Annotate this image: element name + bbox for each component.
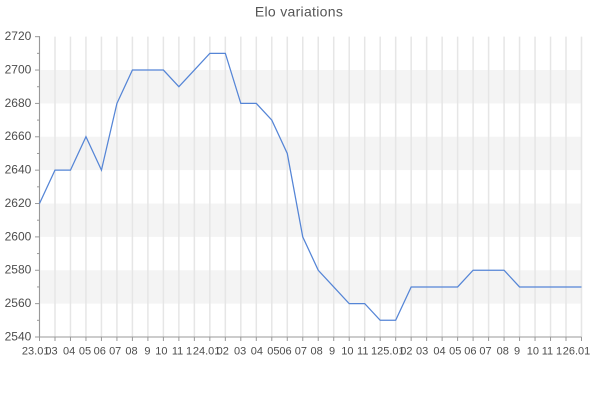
svg-text:02: 02 (400, 345, 412, 357)
svg-text:07: 07 (479, 345, 491, 357)
svg-text:03: 03 (416, 345, 428, 357)
svg-text:05: 05 (267, 345, 279, 357)
svg-text:2600: 2600 (5, 229, 32, 243)
svg-text:2620: 2620 (5, 196, 32, 210)
svg-text:11: 11 (357, 345, 368, 357)
svg-text:26.01: 26.01 (563, 345, 591, 357)
svg-text:07: 07 (295, 345, 307, 357)
svg-text:2660: 2660 (5, 129, 32, 143)
svg-text:2700: 2700 (5, 62, 32, 76)
svg-text:9: 9 (514, 345, 520, 357)
svg-text:1: 1 (556, 345, 562, 357)
svg-text:1: 1 (186, 345, 192, 357)
svg-text:1: 1 (371, 345, 377, 357)
svg-text:02: 02 (217, 345, 229, 357)
svg-text:10: 10 (341, 345, 353, 357)
svg-text:08: 08 (310, 345, 322, 357)
svg-text:08: 08 (125, 345, 137, 357)
svg-text:2680: 2680 (5, 96, 32, 110)
svg-text:06: 06 (464, 345, 476, 357)
svg-text:06: 06 (279, 345, 291, 357)
svg-text:10: 10 (527, 345, 539, 357)
svg-text:2560: 2560 (5, 296, 32, 310)
svg-text:10: 10 (155, 345, 167, 357)
svg-text:08: 08 (497, 345, 509, 357)
svg-text:04: 04 (251, 345, 263, 357)
svg-text:04: 04 (433, 345, 445, 357)
svg-text:24.01: 24.01 (193, 345, 221, 357)
svg-text:Elo variations: Elo variations (255, 4, 343, 20)
svg-text:11: 11 (172, 345, 183, 357)
svg-text:2580: 2580 (5, 263, 32, 277)
svg-text:2540: 2540 (5, 329, 32, 343)
svg-text:25.01: 25.01 (377, 345, 405, 357)
svg-text:07: 07 (109, 345, 121, 357)
svg-text:05: 05 (79, 345, 91, 357)
svg-text:9: 9 (329, 345, 335, 357)
svg-text:03: 03 (45, 345, 57, 357)
svg-text:05: 05 (449, 345, 461, 357)
svg-text:9: 9 (144, 345, 150, 357)
svg-text:23.01: 23.01 (22, 345, 50, 357)
svg-text:2640: 2640 (5, 163, 32, 177)
svg-text:11: 11 (542, 345, 553, 357)
svg-text:04: 04 (63, 345, 75, 357)
svg-text:2720: 2720 (5, 29, 32, 43)
svg-text:06: 06 (94, 345, 106, 357)
svg-text:03: 03 (234, 345, 246, 357)
